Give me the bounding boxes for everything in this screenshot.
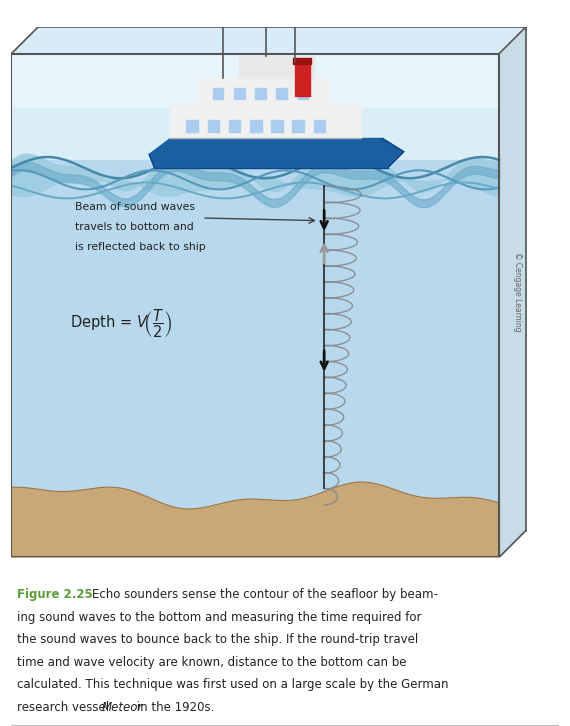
Bar: [213, 88, 223, 99]
Bar: [234, 88, 245, 99]
Text: Meteor: Meteor: [101, 701, 143, 714]
Text: ing sound waves to the bottom and measuring the time required for: ing sound waves to the bottom and measur…: [17, 611, 421, 624]
Text: time and wave velocity are known, distance to the bottom can be: time and wave velocity are known, distan…: [17, 656, 406, 669]
Text: travels to bottom and: travels to bottom and: [75, 222, 194, 232]
Bar: [292, 120, 304, 131]
Bar: [298, 88, 308, 99]
Bar: [197, 78, 329, 104]
Bar: [295, 59, 310, 96]
Bar: [11, 160, 499, 558]
Polygon shape: [149, 139, 404, 168]
Bar: [239, 57, 314, 78]
Text: © Cengage Learning: © Cengage Learning: [513, 253, 522, 332]
Bar: [207, 120, 219, 131]
Bar: [11, 54, 499, 176]
Bar: [314, 120, 325, 131]
Polygon shape: [499, 27, 526, 558]
Text: research vessel: research vessel: [17, 701, 113, 714]
Polygon shape: [11, 27, 526, 54]
Text: Depth = $V\!\left(\dfrac{T}{2}\right)$: Depth = $V\!\left(\dfrac{T}{2}\right)$: [70, 308, 172, 340]
Bar: [271, 120, 283, 131]
Bar: [229, 120, 241, 131]
Bar: [276, 88, 287, 99]
Text: in the 1920s.: in the 1920s.: [133, 701, 214, 714]
Text: Beam of sound waves: Beam of sound waves: [75, 202, 195, 212]
Bar: [294, 58, 311, 65]
Bar: [255, 88, 266, 99]
Bar: [186, 120, 198, 131]
Bar: [170, 104, 361, 139]
Text: Figure 2.25: Figure 2.25: [17, 588, 92, 601]
Text: is reflected back to ship: is reflected back to ship: [75, 242, 206, 253]
Text: the sound waves to bounce back to the ship. If the round-trip travel: the sound waves to bounce back to the sh…: [17, 633, 418, 646]
Bar: [11, 54, 499, 107]
Bar: [250, 120, 262, 131]
Text: calculated. This technique was first used on a large scale by the German: calculated. This technique was first use…: [17, 678, 449, 691]
Text: Echo sounders sense the contour of the seafloor by beam-: Echo sounders sense the contour of the s…: [92, 588, 438, 601]
